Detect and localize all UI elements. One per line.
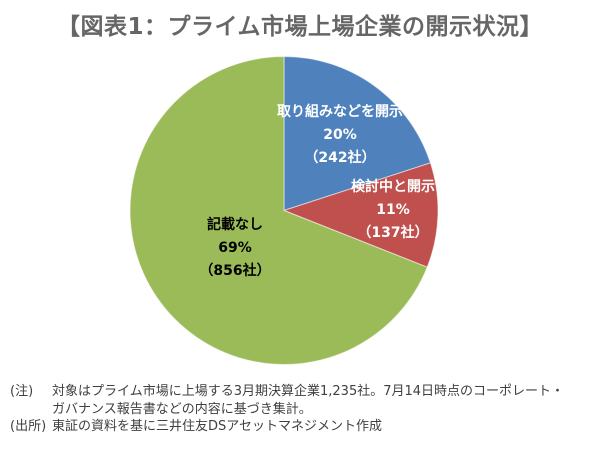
pie-slice-considering: [283, 162, 439, 268]
slice-name: 取り組みなどを開示: [277, 104, 403, 120]
slice-count: （137社）: [357, 225, 429, 241]
note-text: 東証の資料を基に三井住友DSアセットマネジメント作成: [52, 419, 383, 434]
pie-slice-disclosed: [283, 56, 431, 211]
slice-percent: 11%: [376, 202, 410, 218]
figure-title: 【図表1：プライム市場上場企業の開示状況】: [56, 14, 544, 40]
note-text: 対象はプライム市場に上場する3月期決算企業1,235社。7月14日時点のコーポレ…: [52, 384, 565, 417]
slice-name: 記載なし: [206, 217, 263, 233]
note-row-attribution: (出所) 東証の資料を基に三井住友DSアセットマネジメント作成: [10, 418, 590, 436]
pie-label-considering: 検討中と開示 11% （137社）: [351, 176, 435, 245]
slice-count: （242社）: [304, 150, 376, 166]
pie-label-disclosed: 取り組みなどを開示 20% （242社）: [277, 101, 403, 170]
pie-slice-none: [129, 56, 428, 365]
slice-percent: 20%: [323, 127, 357, 143]
slice-count: （856社）: [199, 263, 271, 279]
note-row-source-note: (注) 対象はプライム市場に上場する3月期決算企業1,235社。7月14日時点の…: [10, 383, 590, 418]
slice-name: 検討中と開示: [351, 179, 435, 195]
pie-label-none: 記載なし 69% （856社）: [199, 214, 270, 283]
note-label: (出所): [10, 419, 47, 434]
slice-percent: 69%: [218, 240, 252, 256]
note-label: (注): [10, 384, 34, 399]
figure-notes: (注) 対象はプライム市場に上場する3月期決算企業1,235社。7月14日時点の…: [10, 383, 590, 436]
